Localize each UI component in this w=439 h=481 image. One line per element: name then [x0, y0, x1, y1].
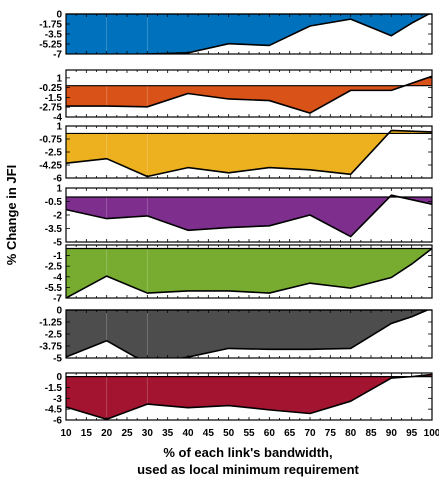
x-axis-label-line2: used as local minimum requirement [137, 462, 359, 477]
panel-5-y-tick-label: -2.5 [45, 262, 63, 273]
panel-4-y-tick-label: 1 [56, 184, 62, 195]
panel-5-y-tick-label: -4 [53, 272, 62, 283]
panel-6-y-tick-label: -5 [53, 354, 62, 365]
panel-5-y-tick-label: -5.5 [45, 283, 63, 294]
panel-3: 1 -0.75 -2.5 -4.25 -6 [39, 122, 433, 185]
x-tick-label: 25 [121, 428, 133, 439]
x-tick-label: 35 [162, 428, 174, 439]
panel-5: -1-2.5-4-5.5-7 [45, 244, 433, 305]
panel-3-y-tick-label: -4.25 [39, 161, 62, 172]
panel-6-series-line [66, 310, 430, 358]
x-tick-label: 45 [203, 428, 215, 439]
panel-5-area [66, 248, 432, 298]
x-tick-label: 80 [345, 428, 357, 439]
x-tick-label: 20 [101, 428, 113, 439]
panel-2-y-tick-label: -2.75 [39, 103, 62, 114]
panel-4: 1 -0.5 -2 -3.5 -5 [45, 184, 433, 249]
x-tick-label: 70 [304, 428, 316, 439]
panel-6: 0-1.25-2.5-3.75-5 [39, 306, 433, 365]
x-tick-label: 60 [264, 428, 276, 439]
x-axis-label-line1: % of each link's bandwidth, [163, 445, 332, 460]
x-tick-label: 55 [243, 428, 255, 439]
chart-panels: 0-1.75-3.5-5.25-71-0.25-1.5-2.75-41-0.75… [39, 10, 433, 427]
panel-2-area [66, 76, 432, 114]
panel-4-y-tick-label: -3.5 [45, 224, 63, 235]
panel-1-y-tick-label: -5.25 [39, 40, 62, 51]
panel-1-y-tick-label: -7 [53, 50, 62, 61]
panel-4-y-tick-label: -0.5 [45, 197, 63, 208]
panel-4-area [66, 195, 432, 237]
x-tick-label: 50 [223, 428, 235, 439]
panel-7-area [66, 374, 432, 420]
y-axis-label: % Change in JFI [4, 165, 19, 265]
panel-6-area [66, 310, 432, 358]
panel-3-y-tick-label: -6 [53, 174, 62, 185]
panel-6-y-tick-label: -1.25 [39, 318, 62, 329]
panel-4-series-line [66, 194, 432, 238]
panel-5-series-line [66, 247, 432, 298]
panel-1-y-tick-label: -1.75 [39, 20, 62, 31]
panel-5-y-tick-label: -1 [53, 251, 62, 262]
x-tick-labels: 10 15 20 25 30 35 40 45 50 55 60 65 70 75 80 85 90 95 100 [60, 428, 439, 439]
panel-7-y-tick-label: -6 [53, 416, 62, 427]
x-tick-label: 40 [182, 428, 194, 439]
x-tick-label: 90 [386, 428, 398, 439]
panel-1-series-line [118, 14, 431, 54]
panel-3-y-tick-label: -0.75 [39, 135, 62, 146]
x-tick-label: 15 [81, 428, 93, 439]
panel-1-y-tick-label: -3.5 [45, 30, 63, 41]
panel-2: 1-0.25-1.5-2.75-4 [39, 69, 433, 124]
panel-2-y-tick-label: -0.25 [39, 83, 62, 94]
x-tick-label: 85 [365, 428, 377, 439]
panel-1-area [66, 14, 432, 54]
panel-1-y-tick-label: 0 [56, 10, 62, 21]
x-tick-label: 95 [406, 428, 418, 439]
panel-3-area [66, 130, 432, 177]
panel-6-y-tick-label: -3.75 [39, 342, 62, 353]
panel-3-series-line [66, 129, 432, 178]
panel-2-y-tick-label: -1.5 [45, 93, 63, 104]
panel-6-y-tick-label: 0 [56, 306, 62, 317]
panel-1: 0-1.75-3.5-5.25-7 [39, 10, 433, 61]
x-tick-label: 75 [325, 428, 337, 439]
panel-3-y-tick-label: -2.5 [45, 148, 63, 159]
panel-7-y-tick-label: -3 [53, 394, 62, 405]
panel-7: 0-1.5-3-4.5-6 [45, 372, 433, 427]
panel-3-y-tick-label: 1 [56, 122, 62, 133]
panel-7-y-tick-label: -4.5 [45, 405, 63, 416]
x-tick-label: 30 [142, 428, 154, 439]
panel-2-y-tick-label: -4 [53, 113, 62, 124]
x-tick-label: 10 [60, 428, 72, 439]
x-tick-label: 65 [284, 428, 296, 439]
x-tick-label: 100 [424, 428, 439, 439]
panel-6-y-tick-label: -2.5 [45, 330, 63, 341]
panel-4-y-tick-label: -2 [53, 211, 62, 222]
panel-7-y-tick-label: -1.5 [45, 383, 63, 394]
panel-2-y-tick-label: 1 [56, 73, 62, 84]
panel-7-y-tick-label: 0 [56, 372, 62, 383]
panel-7-series-line [66, 373, 432, 420]
panel-5-y-tick-label: -7 [53, 294, 62, 305]
panel-2-series-line [66, 75, 432, 114]
panel-4-y-tick-label: -5 [53, 238, 62, 249]
